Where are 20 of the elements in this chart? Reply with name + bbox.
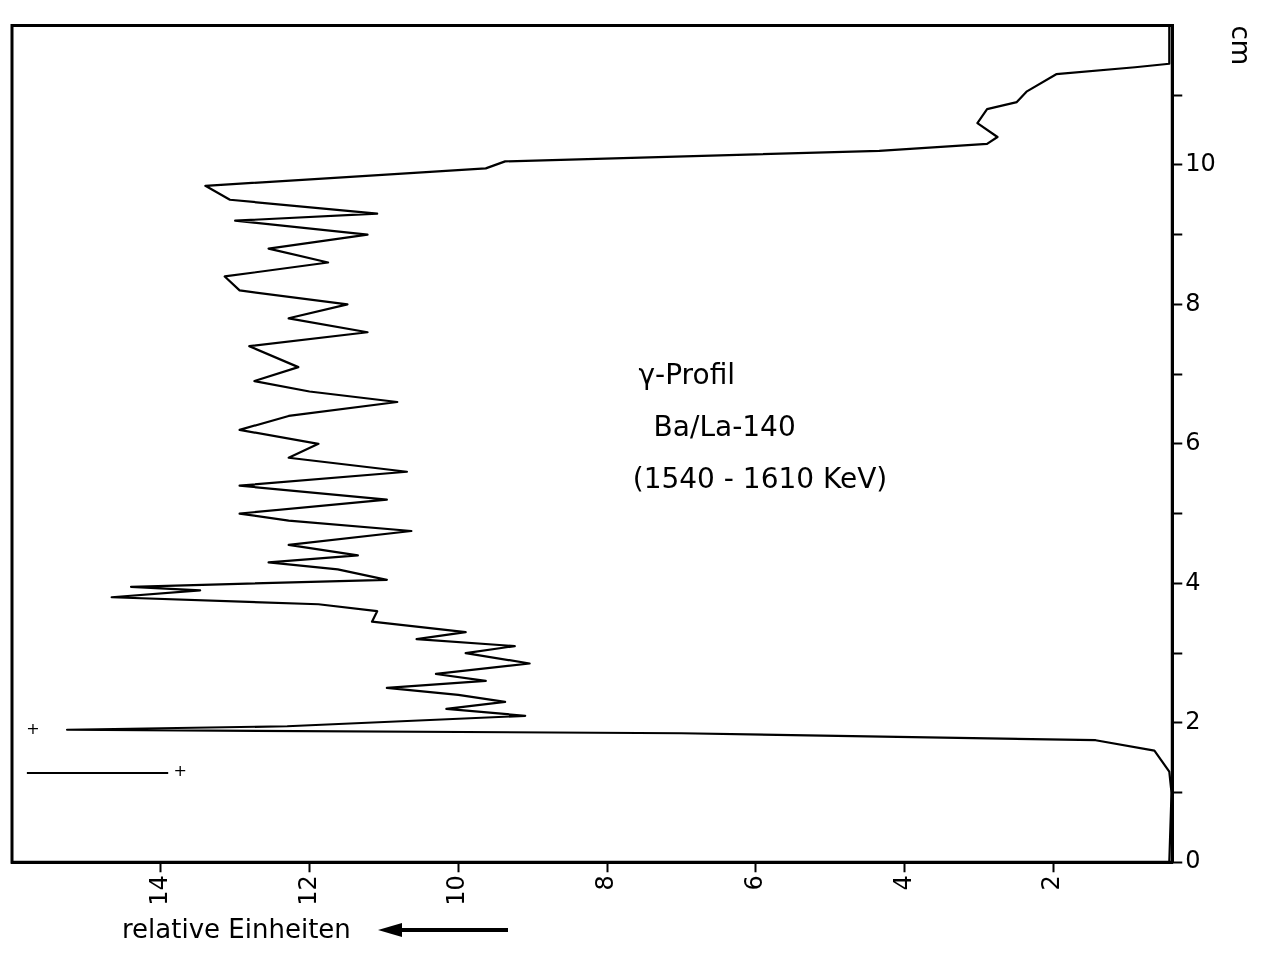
annotation: Ba/La-140 [653, 410, 796, 444]
x-tick-label: 2 [1037, 875, 1066, 891]
y-axis-title: cm [1225, 25, 1256, 66]
annotation: + [26, 719, 40, 739]
annotation: (1540 - 1610 KeV) [632, 462, 888, 496]
x-tick-label: 14 [144, 875, 173, 906]
x-tick-label: 12 [293, 875, 322, 906]
x-axis-title: relative Einheiten [122, 913, 351, 944]
x-tick-label: 8 [591, 875, 620, 891]
y-tick-label: 6 [1185, 428, 1201, 457]
y-tick-label: 4 [1185, 567, 1201, 596]
x-tick-label: 10 [442, 875, 471, 906]
y-tick-label: 10 [1185, 149, 1216, 178]
y-tick-label: 0 [1185, 846, 1201, 875]
y-tick-label: 8 [1185, 288, 1201, 317]
annotation: + [173, 761, 187, 781]
annotation: γ-Profil [638, 358, 736, 392]
x-tick-label: 4 [888, 875, 917, 891]
y-tick-label: 2 [1185, 707, 1201, 736]
x-tick-label: 6 [739, 875, 768, 891]
